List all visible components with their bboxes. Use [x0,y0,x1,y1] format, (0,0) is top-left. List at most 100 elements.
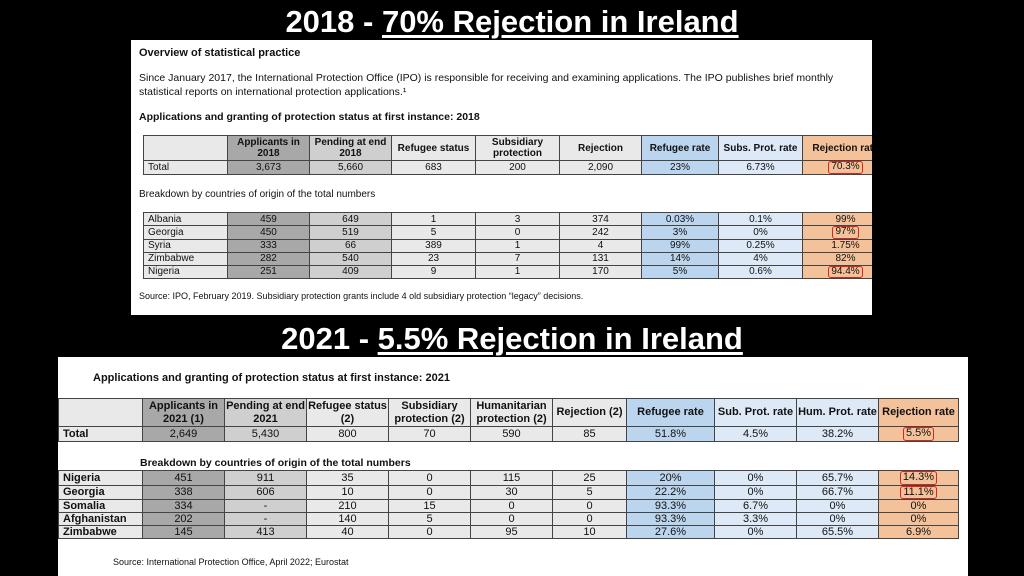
table-cell: 27.6% [626,525,715,540]
table-cell: 251 [227,264,310,279]
table-cell: 99% [641,238,719,253]
table-cell: 282 [227,251,310,266]
table-cell: 0 [470,499,553,514]
table-cell: 93.3% [626,512,715,527]
column-header: Applicants in 2018 [227,135,310,161]
heading-2018-prefix: 2018 - [285,4,382,39]
table-cell: 93.3% [626,499,715,514]
table-cell: 0% [878,512,959,527]
table-cell: 40 [306,525,389,540]
highlight-circle: 11.1% [900,486,937,499]
row-label: Nigeria [143,264,228,279]
table-cell: 0 [475,225,560,240]
table-cell: 683 [391,160,476,175]
column-header: Refugee rate [626,398,715,427]
table-cell: 519 [309,225,392,240]
heading-2018: 2018 - 70% Rejection in Ireland [0,4,1024,40]
table-cell: 23 [391,251,476,266]
column-header: Subsidiary protection [475,135,560,161]
table-cell: 5.5% [878,426,959,442]
table-cell: 210 [306,499,389,514]
highlight-circle: 97% [832,226,859,239]
table-cell: 0.25% [718,238,803,253]
table-cell: 51.8% [626,426,715,442]
column-header: Refugee status [391,135,476,161]
table-cell: 140 [306,512,389,527]
document-2021: Applications and granting of protection … [58,357,968,576]
column-header: Subs. Prot. rate [718,135,803,161]
table-cell: - [224,512,307,527]
column-header: Refugee status (2) [306,398,389,427]
table-cell: 4 [559,238,642,253]
table-cell: 97% [802,225,872,240]
row-label: Zimbabwe [143,251,228,266]
table-cell: 99% [802,212,872,226]
row-label: Total [143,160,228,175]
table-cell: 5 [552,484,627,501]
table-cell: 170 [559,264,642,279]
table-cell: 95 [470,525,553,540]
row-label: Georgia [58,484,143,501]
table-cell: 10 [552,525,627,540]
table-cell: 0 [552,512,627,527]
row-label: Syria [143,238,228,253]
table-cell: 85 [552,426,627,442]
column-header: Rejection rate [802,135,872,161]
row-label: Total [58,426,143,442]
table-row: Georgia 338 606 10 0 30 5 22.2% 0% 66.7% 11.1% [58,484,959,501]
table-cell: 374 [559,212,642,226]
column-header: Sub. Prot. rate [714,398,797,427]
table-cell: 1.75% [802,238,872,253]
table-cell: 409 [309,264,392,279]
table-row: Syria 333 66 389 1 4 99% 0.25% 1.75% [143,238,872,253]
table-cell: 1 [475,264,560,279]
table-cell: 450 [227,225,310,240]
table-cell: 0% [718,225,803,240]
table-cell: 1 [391,212,476,226]
table-cell: 800 [306,426,389,442]
table-2021-title: Applications and granting of protection … [93,372,450,384]
column-header: Humanitarian protection (2) [470,398,553,427]
breakdown-2021-title: Breakdown by countries of origin of the … [140,457,411,469]
column-header: Rejection (2) [552,398,627,427]
source-2021: Source: International Protection Office,… [113,557,349,567]
table-cell: 0% [878,499,959,514]
heading-2021-prefix: 2021 - [281,321,378,356]
table-cell: 649 [309,212,392,226]
column-header: Applicants in 2021 (1) [142,398,225,427]
table-cell: 590 [470,426,553,442]
table-cell: 65.7% [796,470,879,486]
table-row: Georgia 450 519 5 0 242 3% 0% 97% [143,225,872,240]
row-label: Afghanistan [58,512,143,527]
table-2018-header-row: Applicants in 2018 Pending at end 2018 Ref… [143,135,872,161]
table-row: Albania 459 649 1 3 374 0.03% 0.1% 99% [143,212,872,226]
table-cell: 911 [224,470,307,486]
table-cell: 0% [714,470,797,486]
table-row: Nigeria 451 911 35 0 115 25 20% 0% 65.7% 14.3% [58,470,959,486]
table-cell: 389 [391,238,476,253]
column-header: Rejection [559,135,642,161]
table-cell: 65.5% [796,525,879,540]
table-cell: 2,090 [559,160,642,175]
row-label: Nigeria [58,470,143,486]
table-cell: 459 [227,212,310,226]
table-cell: 6.7% [714,499,797,514]
table-cell: 413 [224,525,307,540]
table-cell: 0 [388,525,471,540]
table-2021-total: Applicants in 2021 (1) Pending at end 202… [58,398,959,442]
table-row: Zimbabwe 282 540 23 7 131 14% 4% 82% [143,251,872,266]
source-2018: Source: IPO, February 2019. Subsidiary p… [139,291,584,301]
breakdown-2018-title: Breakdown by countries of origin of the … [139,189,376,200]
table-cell: 7 [475,251,560,266]
table-cell: 6.9% [878,525,959,540]
highlight-circle: 14.3% [899,471,938,485]
table-cell: 1 [475,238,560,253]
table-cell: 338 [142,484,225,501]
table-cell: 2,649 [142,426,225,442]
table-cell: 4.5% [714,426,797,442]
table-cell: 0% [796,512,879,527]
table-cell: 3.3% [714,512,797,527]
table-cell: 242 [559,225,642,240]
table-2018-breakdown: Albania 459 649 1 3 374 0.03% 0.1% 99% Georgia 450… [143,212,872,279]
table-cell: 0 [388,484,471,501]
